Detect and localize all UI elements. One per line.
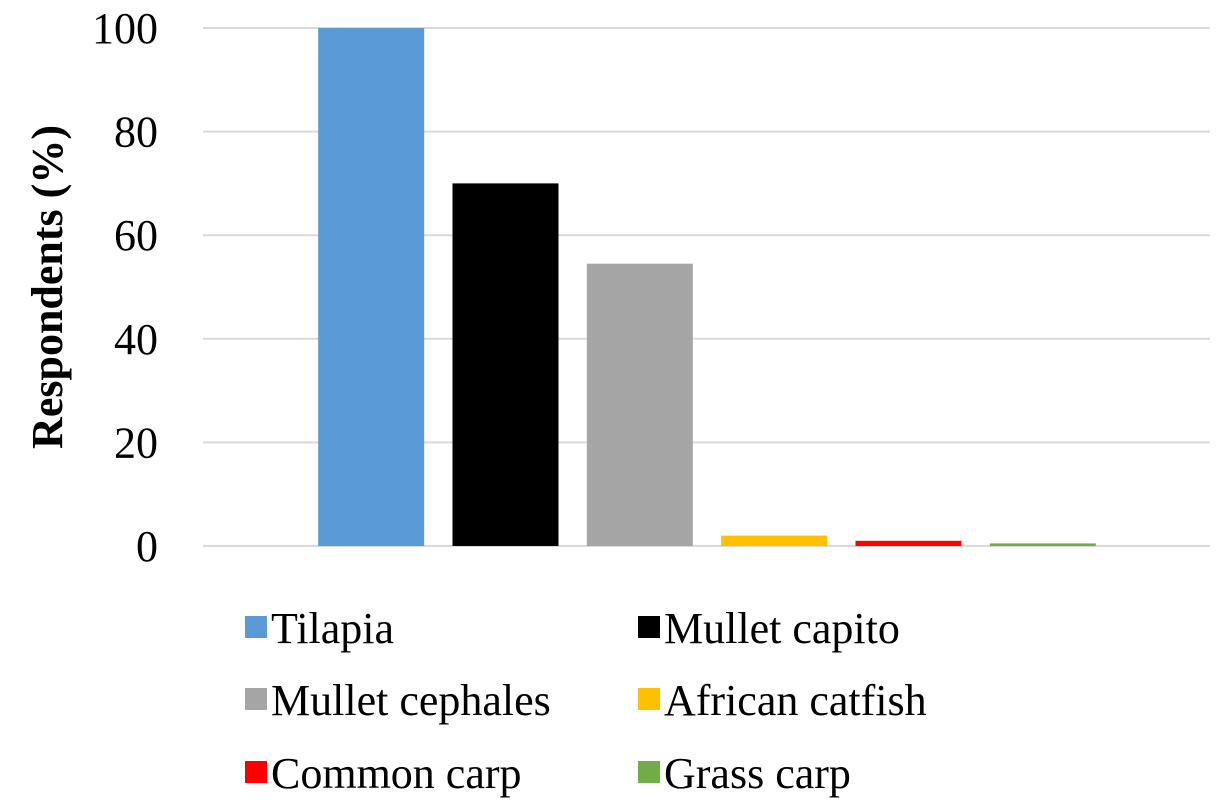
legend-label: Common carp — [271, 749, 522, 798]
legend-swatch — [638, 688, 660, 710]
legend-swatch — [245, 688, 267, 710]
legend: Tilapia Mullet capito Mullet cephales Afric… — [245, 604, 927, 798]
legend-label: African catfish — [664, 676, 927, 725]
legend-swatch — [638, 761, 660, 783]
bar — [855, 540, 962, 546]
legend-swatch — [245, 616, 267, 638]
bar — [318, 28, 425, 546]
y-tick-label: 40 — [114, 315, 158, 364]
y-tick-label: 60 — [114, 211, 158, 260]
y-tick-label: 0 — [136, 522, 158, 571]
legend-label: Mullet capito — [664, 604, 900, 653]
y-axis-label: Respondents (%) — [23, 125, 72, 449]
bar — [989, 543, 1096, 546]
y-tick-label: 100 — [92, 4, 158, 53]
legend-label: Tilapia — [271, 604, 394, 653]
y-axis-ticks: 0 20 40 60 80 100 — [92, 4, 158, 571]
bar — [452, 183, 559, 546]
legend-label: Mullet cephales — [271, 676, 551, 725]
bar — [721, 535, 828, 546]
bar — [586, 263, 693, 546]
legend-label: Grass carp — [664, 749, 851, 798]
legend-swatch — [638, 616, 660, 638]
y-tick-label: 20 — [114, 418, 158, 467]
y-tick-label: 80 — [114, 108, 158, 157]
legend-swatch — [245, 761, 267, 783]
bars — [318, 28, 1096, 546]
